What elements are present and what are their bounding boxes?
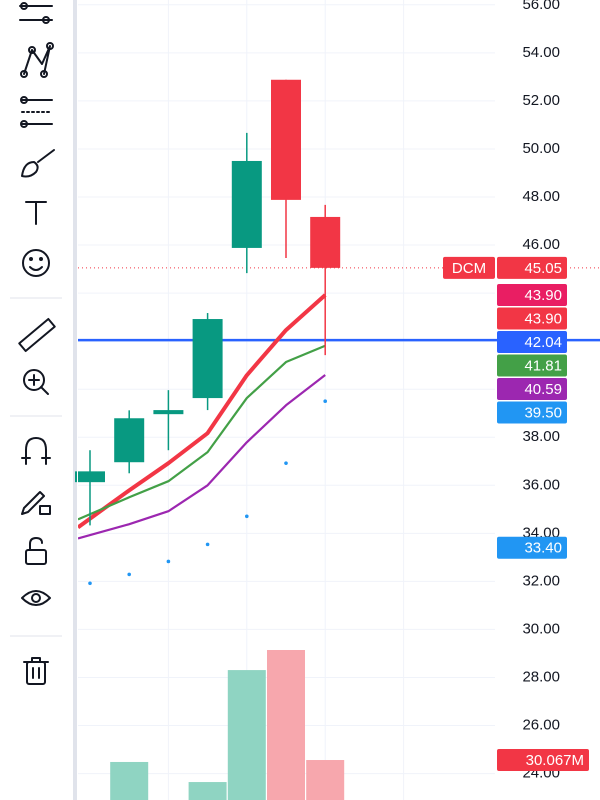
volume-bar [110,761,149,800]
visibility-tool[interactable] [21,590,51,606]
y-tick-label: 50.00 [522,140,560,157]
lines-tool[interactable] [19,2,53,24]
price-tag [497,307,567,330]
y-tick-label: 30.00 [522,620,560,637]
candle-body [153,410,184,415]
volume-tag-label: 30.067M [526,752,584,769]
y-tick-label: 32.00 [522,572,560,589]
price-tag-label: 39.50 [524,404,562,421]
candle-body [75,471,105,483]
volume-tag [497,749,589,772]
price-tag [497,536,567,559]
candle-body [271,79,301,200]
brush-tool[interactable] [21,149,55,178]
candle-body [231,160,262,248]
y-tick-label: 36.00 [522,476,560,493]
zoom-tool[interactable] [23,369,49,395]
candle-body [114,418,145,463]
symbol-tag [443,256,495,279]
volume-bar [227,670,266,800]
y-tick-label: 38.00 [522,428,560,445]
y-tick-label: 54.00 [522,44,560,61]
indicator-line [77,344,326,521]
y-tick-label: 26.00 [522,716,560,733]
lock-tool[interactable] [25,537,47,565]
candle-body [192,319,223,399]
price-tag [497,378,567,401]
text-tool[interactable] [25,201,47,225]
volume-bar [188,782,227,800]
emoji-tool[interactable] [22,249,50,277]
symbol-tag-label: DCM [452,260,486,277]
price-tag-label: 43.90 [524,310,562,327]
y-tick-label: 46.00 [522,236,560,253]
magnet-tool[interactable] [21,437,51,465]
sar-dot [88,581,92,586]
lock-drawing-tool[interactable] [21,491,51,515]
sar-dot [127,572,131,577]
indicator-line [76,293,327,529]
volume-bar [306,760,345,800]
price-tag-label: 42.04 [524,334,562,351]
plot-area [75,0,600,800]
sar-dot [323,399,328,404]
indicator-line [77,374,326,540]
pattern-tool[interactable] [20,42,54,78]
sar-dot [166,559,171,564]
sar-dot [284,461,288,465]
fib-tool[interactable] [20,96,53,128]
price-tag [497,331,567,354]
price-tag-label: 40.59 [524,381,562,398]
price-tag-label: 45.05 [524,260,562,277]
price-tag-label: 43.90 [524,287,562,304]
plot-clip [77,0,78,800]
price-tag-label: 41.81 [524,357,562,374]
price-tag [497,354,567,377]
price-tag [497,284,567,307]
delete-tool[interactable] [23,657,49,685]
sar-dot [245,514,249,519]
price-tag-label: 33.40 [524,540,562,557]
price-tag [497,256,567,279]
y-tick-label: 28.00 [522,668,560,685]
candle-body [310,216,341,268]
price-tag [497,401,567,424]
sar-dot [205,542,210,547]
volume-bar [267,650,305,800]
y-tick-label: 56.00 [522,0,560,13]
toolbar [10,0,77,800]
ruler-tool[interactable] [18,317,56,353]
y-tick-label: 48.00 [522,188,560,205]
y-tick-label: 52.00 [522,92,560,109]
